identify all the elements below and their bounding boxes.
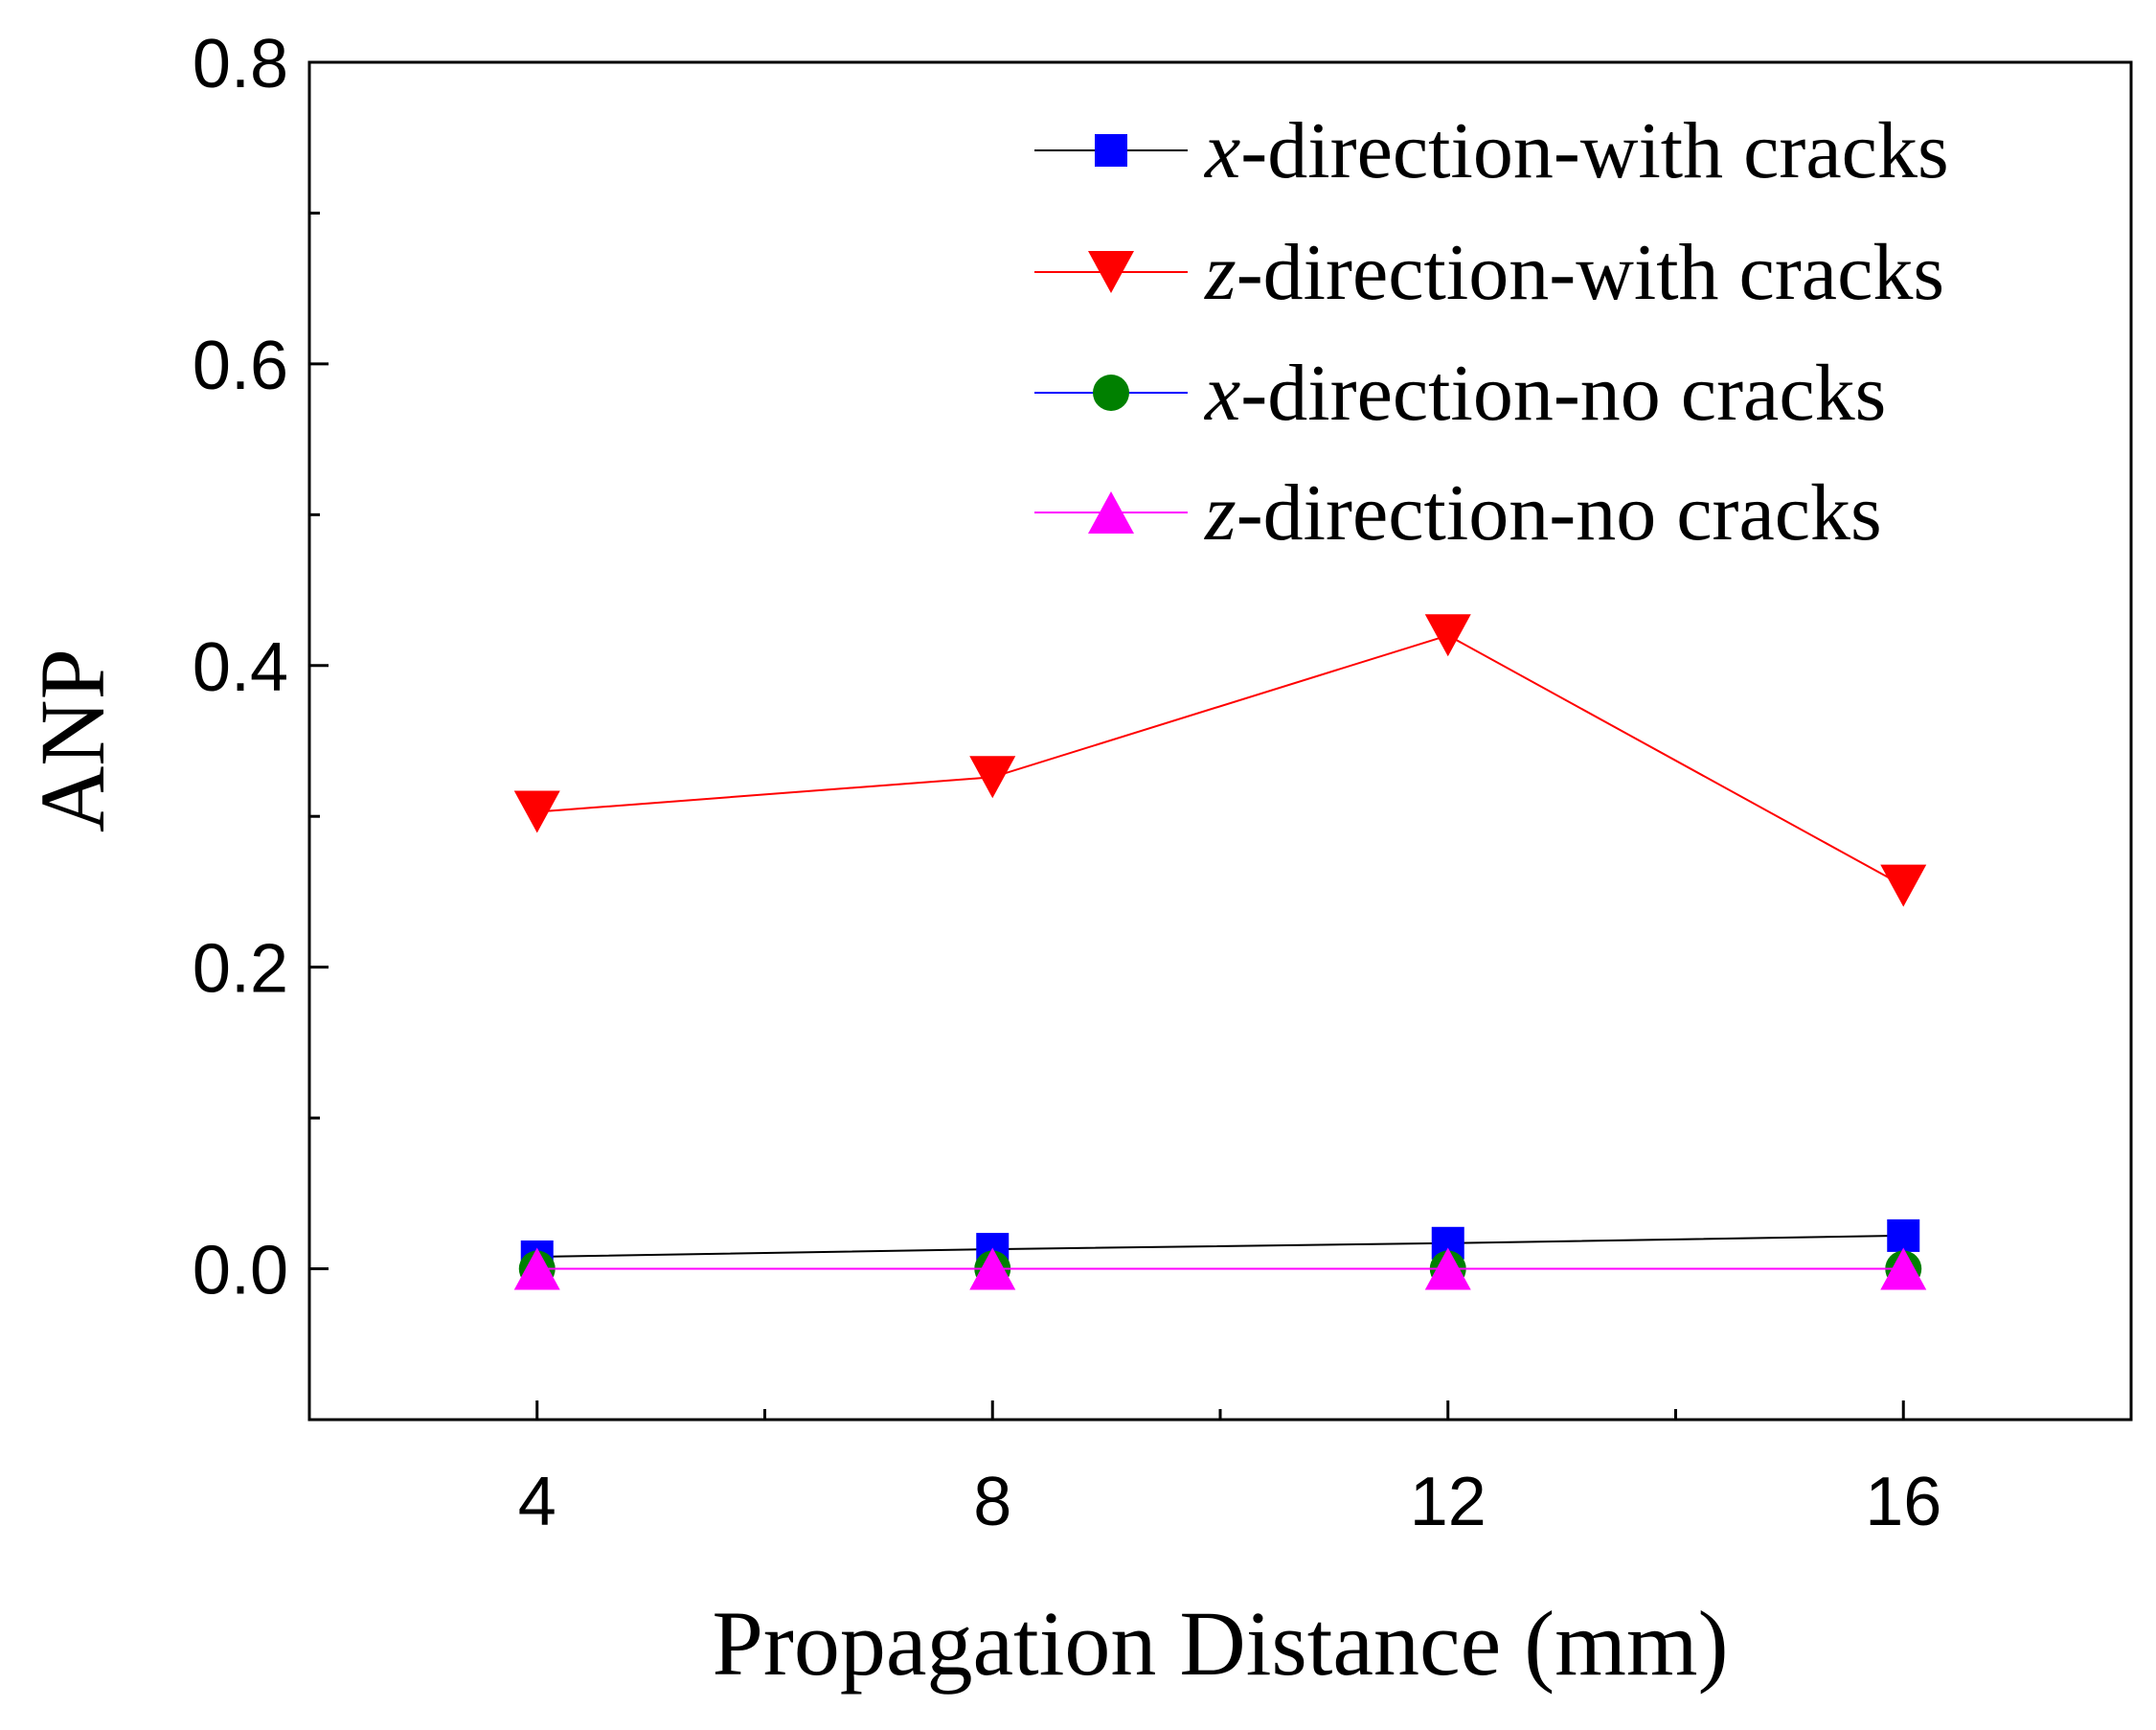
data-point: [1880, 1247, 1927, 1290]
legend-marker: [1088, 251, 1134, 293]
legend-suffix: -direction-no cracks: [1240, 349, 1886, 438]
series-layer: [513, 614, 1927, 1290]
legend: x-direction-with cracksz-direction-with …: [1034, 106, 1949, 558]
legend-suffix: -direction-no cracks: [1237, 468, 1882, 558]
data-point: [1424, 614, 1471, 657]
legend-label: x-direction-with cracks: [1203, 106, 1949, 195]
legend-label: z-direction-with cracks: [1204, 228, 1944, 317]
legend-label: x-direction-no cracks: [1203, 349, 1886, 438]
series-1: [520, 1218, 1920, 1273]
y-tick-label: 0.4: [193, 629, 288, 706]
legend-marker: [1088, 491, 1134, 534]
x-axis-title: Propagation Distance (mm): [712, 1592, 1728, 1695]
data-point: [1887, 1218, 1920, 1252]
y-axis-title: ANP: [21, 649, 124, 832]
legend-item: z-direction-no cracks: [1034, 468, 1882, 558]
y-tick-label: 0.2: [193, 931, 288, 1008]
legend-var: x: [1203, 349, 1240, 438]
legend-var: z: [1204, 228, 1237, 317]
x-tick-label: 16: [1865, 1464, 1941, 1540]
x-tick-label: 12: [1410, 1464, 1487, 1540]
legend-label: z-direction-no cracks: [1204, 468, 1882, 558]
legend-item: x-direction-with cracks: [1034, 106, 1949, 195]
legend-var: z: [1204, 468, 1237, 558]
legend-var: x: [1203, 106, 1240, 195]
legend-marker: [1095, 134, 1127, 167]
data-point: [969, 756, 1016, 799]
series-4: [513, 1247, 1927, 1290]
legend-suffix: -direction-with cracks: [1237, 228, 1944, 317]
y-tick-label: 0.8: [193, 26, 288, 102]
axis-ticks: [309, 60, 1905, 1422]
data-point: [1880, 864, 1927, 907]
x-tick-label: 8: [973, 1464, 1011, 1540]
legend-item: x-direction-no cracks: [1034, 349, 1886, 438]
legend-marker: [1093, 375, 1129, 411]
legend-suffix: -direction-with cracks: [1240, 106, 1948, 195]
data-point: [969, 1247, 1016, 1290]
data-point: [513, 1247, 560, 1290]
series-2: [513, 614, 1927, 907]
y-tick-label: 0.0: [193, 1233, 288, 1309]
series-line: [536, 634, 1904, 887]
y-tick-label: 0.6: [193, 328, 288, 404]
legend-item: z-direction-with cracks: [1034, 228, 1944, 317]
series-line: [536, 1234, 1904, 1258]
axis-tick-labels: 4 8 12 16 0.0 0.2 0.4 0.6 0.8: [193, 26, 1941, 1540]
data-point: [513, 790, 560, 833]
x-tick-label: 4: [518, 1464, 556, 1540]
data-point: [1424, 1247, 1471, 1290]
